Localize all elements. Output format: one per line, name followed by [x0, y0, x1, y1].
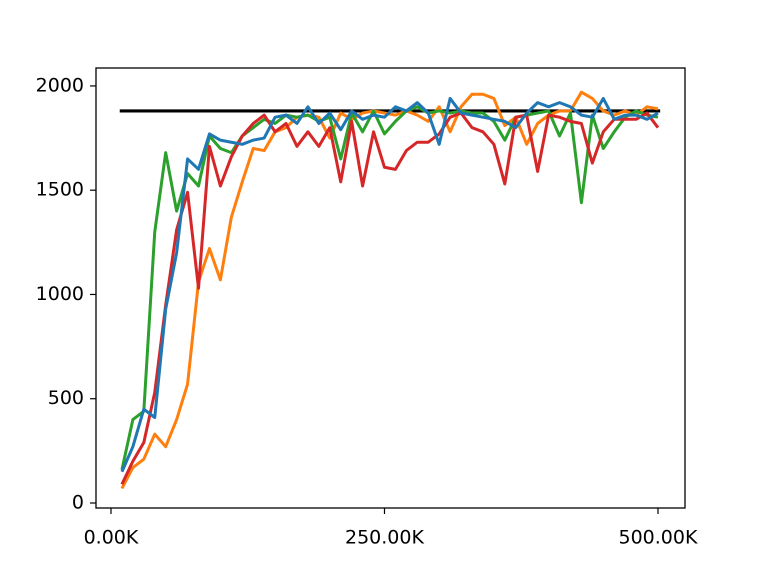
series-line [120, 111, 660, 485]
series-line [120, 90, 659, 490]
y-tick-label: 1500 [36, 179, 84, 201]
plot-frame [95, 67, 686, 509]
series-line [120, 105, 659, 470]
y-tick-label: 500 [48, 387, 84, 409]
x-tick-label: 0.00K [84, 527, 139, 549]
x-tick-label: 500.00K [619, 527, 698, 549]
series-line [120, 96, 659, 473]
y-tick-label: 1000 [36, 283, 84, 305]
y-tick-label: 0 [72, 491, 84, 513]
y-tick-label: 2000 [36, 74, 84, 96]
x-tick-label: 250.00K [345, 527, 424, 549]
